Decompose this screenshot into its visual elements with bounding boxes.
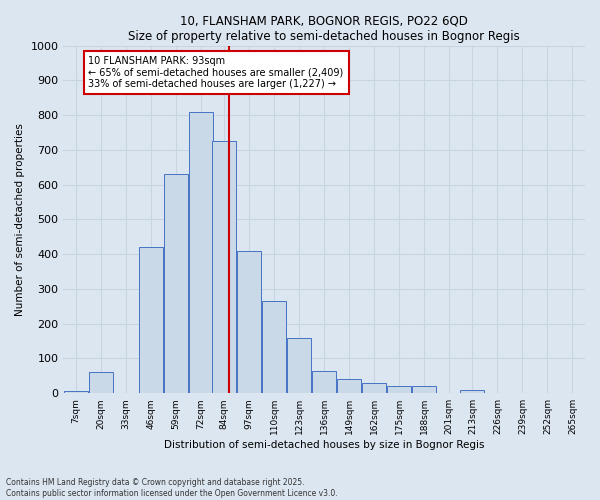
Bar <box>287 338 311 393</box>
Bar <box>64 392 88 393</box>
Bar <box>437 392 461 393</box>
Bar <box>262 301 286 393</box>
Bar <box>485 392 509 393</box>
Bar <box>511 392 535 393</box>
Bar <box>412 386 436 393</box>
Bar <box>114 392 138 393</box>
Bar <box>164 174 188 393</box>
Bar <box>387 386 411 393</box>
Bar <box>535 392 559 393</box>
Bar <box>237 250 261 393</box>
Bar <box>139 247 163 393</box>
Bar <box>312 370 336 393</box>
Title: 10, FLANSHAM PARK, BOGNOR REGIS, PO22 6QD
Size of property relative to semi-deta: 10, FLANSHAM PARK, BOGNOR REGIS, PO22 6Q… <box>128 15 520 43</box>
Bar <box>337 380 361 393</box>
Bar <box>560 392 584 393</box>
Bar <box>362 383 386 393</box>
Bar <box>89 372 113 393</box>
Bar <box>189 112 213 393</box>
X-axis label: Distribution of semi-detached houses by size in Bognor Regis: Distribution of semi-detached houses by … <box>164 440 484 450</box>
Text: Contains HM Land Registry data © Crown copyright and database right 2025.
Contai: Contains HM Land Registry data © Crown c… <box>6 478 338 498</box>
Bar <box>212 141 236 393</box>
Bar <box>460 390 484 393</box>
Text: 10 FLANSHAM PARK: 93sqm
← 65% of semi-detached houses are smaller (2,409)
33% of: 10 FLANSHAM PARK: 93sqm ← 65% of semi-de… <box>88 56 344 89</box>
Y-axis label: Number of semi-detached properties: Number of semi-detached properties <box>15 123 25 316</box>
